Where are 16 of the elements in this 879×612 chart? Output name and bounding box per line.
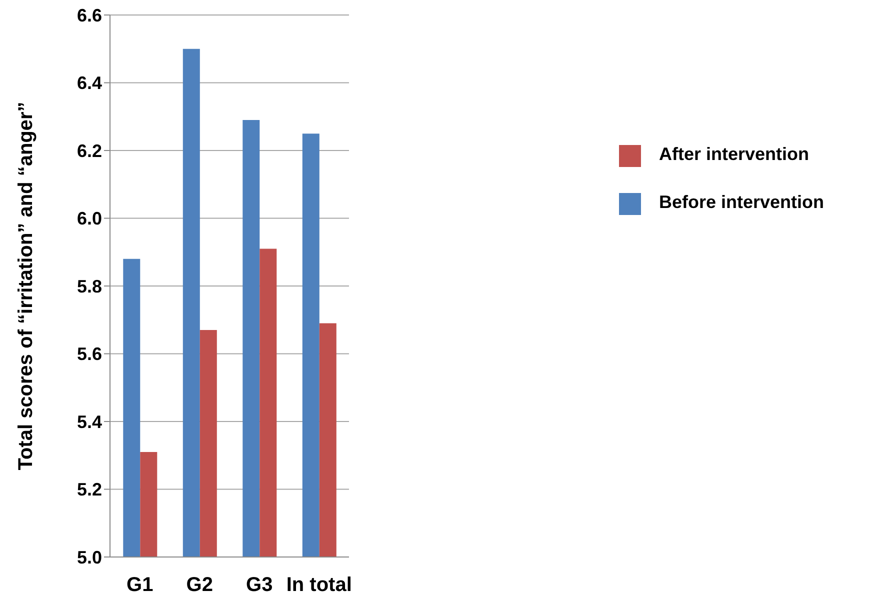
y-axis-title: Total scores of “irritation” and “anger” [15, 102, 38, 470]
x-tick-label: G3 [246, 574, 273, 596]
y-tick-label: 6.6 [76, 5, 102, 26]
y-tick-label: 5.4 [76, 412, 102, 432]
x-tick-label: In total [286, 574, 352, 596]
legend-label: Before intervention [659, 192, 824, 212]
x-tick-label: G2 [186, 574, 213, 596]
y-tick-label: 5.6 [76, 344, 102, 364]
y-tick-label: 5.8 [76, 276, 102, 296]
legend-label: After intervention [659, 144, 810, 164]
y-tick-label: 6.2 [76, 140, 102, 161]
y-tick-label: 6.0 [76, 208, 102, 229]
y-tick-label: 6.4 [76, 73, 102, 94]
x-tick-label: G1 [126, 574, 154, 596]
y-tick-label: 5.2 [76, 480, 102, 500]
y-tick-label: 5.0 [76, 547, 102, 568]
